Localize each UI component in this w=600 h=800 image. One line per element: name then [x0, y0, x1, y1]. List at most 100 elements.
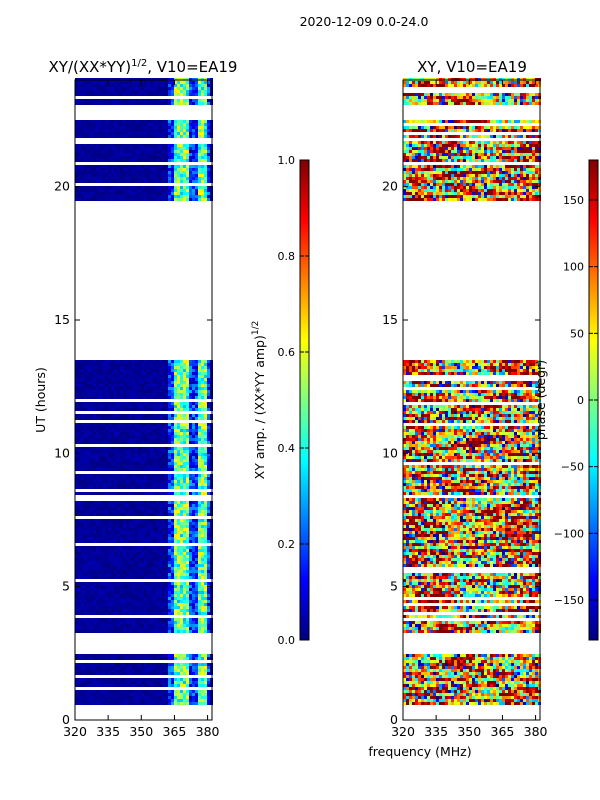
right-panel-title: XY, V10=EA19: [417, 58, 527, 76]
heatmap-cell: [162, 591, 165, 594]
heatmap-cell: [141, 186, 144, 189]
heatmap-cell: [171, 594, 174, 597]
heatmap-cell: [153, 393, 156, 396]
heatmap-cell: [201, 432, 204, 435]
heatmap-cell: [75, 510, 78, 513]
heatmap-cell: [75, 597, 78, 600]
heatmap-cell: [126, 567, 129, 570]
heatmap-cell: [156, 591, 159, 594]
heatmap-cell: [189, 585, 192, 588]
heatmap-cell: [126, 414, 129, 417]
heatmap-cell: [102, 405, 105, 408]
heatmap-cell: [174, 423, 177, 426]
heatmap-cell: [147, 369, 150, 372]
heatmap-cell: [126, 174, 129, 177]
heatmap-cell: [108, 621, 111, 624]
heatmap-cell: [87, 150, 90, 153]
heatmap-cell: [138, 690, 141, 693]
heatmap-cell: [147, 630, 150, 633]
heatmap-cell: [153, 474, 156, 477]
heatmap-cell: [174, 414, 177, 417]
heatmap-cell: [165, 153, 168, 156]
heatmap-cell: [141, 360, 144, 363]
heatmap-cell: [99, 537, 102, 540]
heatmap-cell: [108, 696, 111, 699]
heatmap-cell: [186, 657, 189, 660]
heatmap-cell: [135, 627, 138, 630]
heatmap-cell: [93, 693, 96, 696]
heatmap-cell: [93, 510, 96, 513]
heatmap-cell: [162, 534, 165, 537]
heatmap-cell: [126, 417, 129, 420]
heatmap-cell: [171, 678, 174, 681]
heatmap-cell: [147, 459, 150, 462]
heatmap-cell: [105, 390, 108, 393]
heatmap-cell: [132, 552, 135, 555]
heatmap-cell: [87, 366, 90, 369]
heatmap-cell: [156, 159, 159, 162]
heatmap-cell: [129, 177, 132, 180]
heatmap-cell: [168, 378, 171, 381]
heatmap-cell: [165, 195, 168, 198]
heatmap-cell: [174, 654, 177, 657]
heatmap-cell: [168, 501, 171, 504]
heatmap-cell: [84, 456, 87, 459]
heatmap-cell: [180, 585, 183, 588]
heatmap-cell: [177, 456, 180, 459]
heatmap-cell: [126, 195, 129, 198]
heatmap-cell: [201, 363, 204, 366]
heatmap-cell: [192, 477, 195, 480]
heatmap-cell: [195, 426, 198, 429]
heatmap-cell: [177, 501, 180, 504]
heatmap-cell: [99, 459, 102, 462]
heatmap-cell: [153, 414, 156, 417]
heatmap-cell: [84, 408, 87, 411]
heatmap-cell: [171, 429, 174, 432]
heatmap-cell: [141, 627, 144, 630]
heatmap-cell: [105, 147, 108, 150]
heatmap-cell: [78, 384, 81, 387]
heatmap-cell: [165, 567, 168, 570]
heatmap-cell: [96, 594, 99, 597]
heatmap-cell: [105, 168, 108, 171]
heatmap-cell: [150, 672, 153, 675]
heatmap-cell: [111, 195, 114, 198]
heatmap-cell: [150, 693, 153, 696]
heatmap-cell: [162, 528, 165, 531]
heatmap-cell: [138, 375, 141, 378]
heatmap-cell: [132, 507, 135, 510]
heatmap-cell: [120, 174, 123, 177]
heatmap-cell: [159, 597, 162, 600]
heatmap-cell: [204, 624, 207, 627]
heatmap-cell: [93, 396, 96, 399]
heatmap-cell: [114, 696, 117, 699]
heatmap-cell: [126, 672, 129, 675]
heatmap-cell: [132, 165, 135, 168]
heatmap-cell: [99, 558, 102, 561]
heatmap-cell: [126, 564, 129, 567]
heatmap-cell: [102, 681, 105, 684]
heatmap-cell: [147, 603, 150, 606]
heatmap-cell: [138, 663, 141, 666]
heatmap-cell: [105, 480, 108, 483]
heatmap-cell: [195, 435, 198, 438]
heatmap-cell: [78, 666, 81, 669]
heatmap-cell: [126, 381, 129, 384]
heatmap-cell: [174, 576, 177, 579]
heatmap-cell: [135, 423, 138, 426]
heatmap-cell: [84, 609, 87, 612]
heatmap-cell: [117, 165, 120, 168]
heatmap-cell: [201, 576, 204, 579]
heatmap-cell: [90, 525, 93, 528]
heatmap-cell: [96, 624, 99, 627]
heatmap-cell: [90, 363, 93, 366]
heatmap-cell: [102, 441, 105, 444]
heatmap-cell: [105, 618, 108, 621]
heatmap-cell: [180, 435, 183, 438]
heatmap-cell: [192, 153, 195, 156]
heatmap-cell: [207, 681, 210, 684]
heatmap-cell: [144, 690, 147, 693]
heatmap-cell: [198, 534, 201, 537]
heatmap-cell: [165, 507, 168, 510]
heatmap-cell: [192, 540, 195, 543]
